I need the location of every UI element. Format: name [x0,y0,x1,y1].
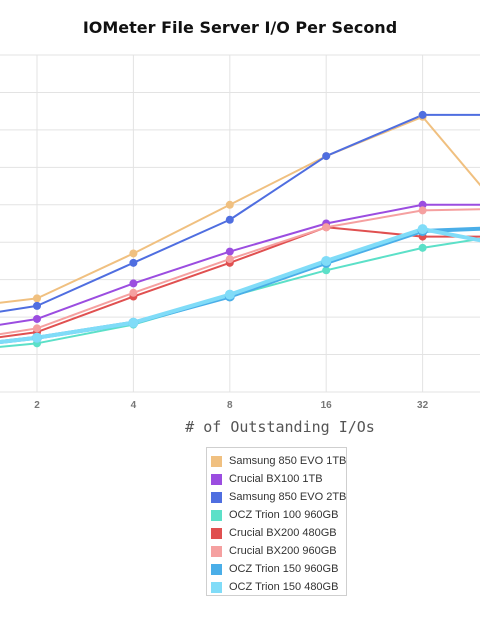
x-axis-label: # of Outstanding I/Os [185,418,375,436]
legend-label: Samsung 850 EVO 1TB [229,455,347,467]
data-point [129,288,138,297]
data-point [225,200,234,209]
data-point [418,110,427,119]
x-tick-label: 16 [321,400,333,411]
data-point [322,152,331,161]
series-points [32,110,428,348]
series-line [0,227,480,345]
data-point [418,243,427,252]
data-point [225,215,234,224]
data-point [33,294,41,303]
x-tick-label: 2 [34,400,40,411]
legend-item: OCZ Trion 100 960GB [211,506,346,524]
data-point [128,317,139,328]
data-point [418,200,427,209]
x-tick-labels: 2 4 8 16 32 [34,400,428,411]
legend-label: OCZ Trion 100 960GB [229,509,339,521]
data-point [33,301,41,310]
data-point [129,258,138,267]
data-point [129,279,138,288]
legend-swatch [211,473,222,485]
series-line [0,208,480,336]
legend-item: OCZ Trion 150 960GB [211,560,346,578]
chart-title: IOMeter File Server I/O Per Second [82,18,398,37]
legend-label: OCZ Trion 150 960GB [229,563,339,575]
x-tick-label: 4 [131,400,137,411]
data-point [418,206,427,215]
data-point [33,324,41,333]
legend-swatch [211,545,222,557]
grid-lines [0,54,480,393]
legend-label: Crucial BX200 480GB [229,527,337,539]
data-point [224,289,235,300]
legend: Samsung 850 EVO 1TB Crucial BX100 1TB Sams… [206,447,347,596]
data-point [417,224,428,235]
data-point [322,223,331,232]
legend-swatch [211,491,222,503]
legend-swatch [211,455,222,467]
legend-label: Samsung 850 EVO 2TB [229,491,347,503]
legend-item: Crucial BX200 960GB [211,542,346,560]
legend-item: Samsung 850 EVO 2TB [211,488,346,506]
data-point [129,249,138,258]
data-point [33,314,41,323]
x-tick-label: 8 [227,400,233,411]
data-point [225,247,234,256]
legend-label: OCZ Trion 150 480GB [229,581,339,593]
legend-item: Samsung 850 EVO 1TB [211,452,346,470]
legend-label: Crucial BX100 1TB [229,473,323,485]
data-point [32,332,42,343]
legend-item: Crucial BX200 480GB [211,524,346,542]
legend-swatch [211,527,222,539]
legend-label: Crucial BX200 960GB [229,545,337,557]
data-point [321,255,332,266]
legend-swatch [211,509,222,521]
x-tick-label: 32 [417,400,429,411]
legend-item: Crucial BX100 1TB [211,470,346,488]
data-point [225,255,234,264]
legend-item: OCZ Trion 150 480GB [211,578,346,596]
data-point [322,266,331,275]
legend-swatch [211,563,222,575]
series-line [0,226,480,339]
legend-swatch [211,581,222,593]
